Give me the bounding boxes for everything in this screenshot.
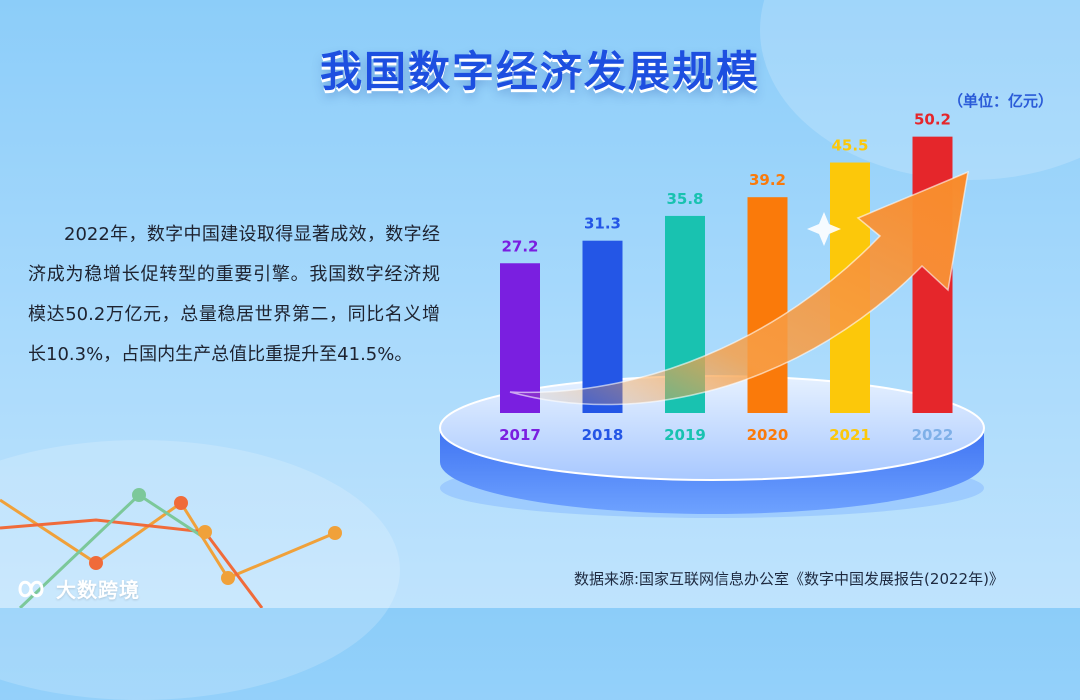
data-label-2022: 50.2 xyxy=(914,111,951,129)
category-label-2018: 2018 xyxy=(582,426,624,444)
data-label-2017: 27.2 xyxy=(501,237,538,255)
bar-chart: 27.2 31.3 35.8 39.2 45.5 50.2 2017 2018 2019 202… xyxy=(439,111,985,518)
data-label-2019: 35.8 xyxy=(666,190,703,208)
data-source: 数据来源:国家互联网信息办公室《数字中国发展报告(2022年)》 xyxy=(574,570,1004,588)
brand-logo: 大数跨境 xyxy=(14,574,140,603)
data-label-2020: 39.2 xyxy=(749,171,786,189)
description-paragraph: 2022年，数字中国建设取得显著成效，数字经济成为稳增长促转型的重要引擎。我国数… xyxy=(28,224,440,365)
category-label-2017: 2017 xyxy=(499,426,541,444)
data-label-2021: 45.5 xyxy=(831,137,868,155)
data-label-2018: 31.3 xyxy=(584,215,621,233)
bar-2017 xyxy=(500,263,540,413)
infinity-logo-icon xyxy=(18,580,44,597)
category-label-2019: 2019 xyxy=(664,426,706,444)
category-label-2020: 2020 xyxy=(747,426,789,444)
sparkle-icon xyxy=(807,212,841,246)
unit-label: （单位：亿元） xyxy=(948,92,1054,110)
bar-2020 xyxy=(747,197,788,413)
category-label-2022: 2022 xyxy=(912,426,954,444)
brand-name: 大数跨境 xyxy=(56,578,140,602)
decorative-lines xyxy=(0,488,342,608)
page-title: 我国数字经济发展规模 xyxy=(319,47,760,96)
growth-arrow xyxy=(509,170,969,406)
category-label-2021: 2021 xyxy=(829,426,871,444)
